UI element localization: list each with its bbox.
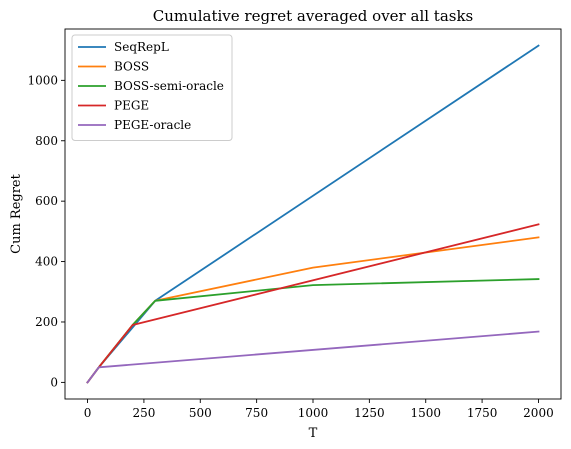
y-tick-label: 200 — [35, 315, 58, 329]
legend-label: SeqRepL — [114, 40, 169, 54]
series-line-pege — [86, 223, 540, 384]
x-tick-label: 500 — [189, 406, 212, 420]
legend: SeqRepL BOSS BOSS-semi-oracle PEGE PEGE-orac… — [71, 34, 233, 141]
x-axis-label: T — [309, 426, 318, 441]
legend-label: PEGE-oracle — [114, 118, 191, 132]
y-tick-label: 1000 — [27, 73, 58, 87]
legend-label: BOSS-semi-oracle — [114, 79, 224, 93]
x-axis: 0 250 500 750 1000 1250 1500 1750 2000 — [84, 399, 554, 420]
x-tick-label: 2000 — [523, 406, 554, 420]
x-tick-label: 1750 — [467, 406, 498, 420]
series-line-boss — [86, 236, 540, 384]
chart-title: Cumulative regret averaged over all task… — [153, 7, 474, 25]
x-tick-label: 750 — [245, 406, 268, 420]
series-line-pege-oracle — [86, 330, 540, 384]
y-tick-label: 800 — [35, 134, 58, 148]
x-tick-label: 1000 — [298, 406, 329, 420]
legend-box — [71, 34, 233, 141]
y-axis-label: Cum Regret — [9, 173, 24, 253]
x-tick-label: 250 — [132, 406, 155, 420]
legend-label: PEGE — [114, 99, 149, 113]
plot-area — [86, 44, 540, 384]
y-tick-label: 600 — [35, 194, 58, 208]
x-tick-label: 0 — [84, 406, 92, 420]
x-tick-label: 1250 — [354, 406, 385, 420]
y-tick-label: 0 — [50, 375, 58, 389]
y-tick-label: 400 — [35, 255, 58, 269]
series-line-boss-semi-oracle — [86, 278, 540, 384]
x-tick-label: 1500 — [410, 406, 441, 420]
legend-label: BOSS — [114, 60, 149, 74]
y-axis: 0 200 400 600 800 1000 — [27, 73, 65, 389]
